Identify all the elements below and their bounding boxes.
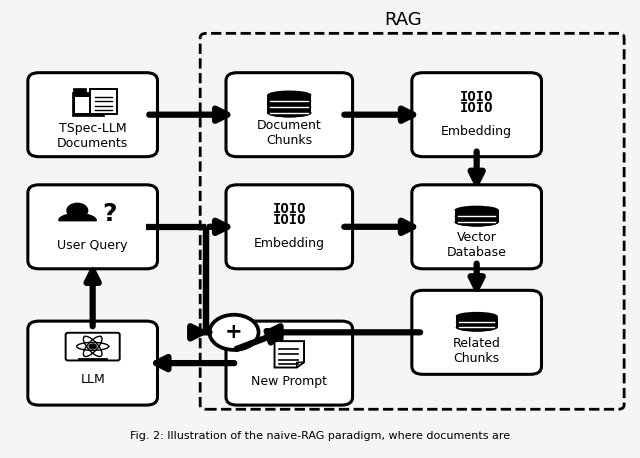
- FancyBboxPatch shape: [28, 185, 157, 269]
- FancyBboxPatch shape: [72, 92, 104, 115]
- FancyBboxPatch shape: [226, 185, 353, 269]
- FancyBboxPatch shape: [412, 73, 541, 157]
- FancyBboxPatch shape: [226, 73, 353, 157]
- Ellipse shape: [456, 317, 497, 326]
- Bar: [454, 210, 499, 216]
- Circle shape: [88, 344, 97, 349]
- Bar: [456, 322, 497, 327]
- Ellipse shape: [267, 103, 312, 111]
- Bar: [267, 101, 312, 107]
- Circle shape: [67, 202, 88, 218]
- Ellipse shape: [456, 312, 497, 320]
- Text: IOIO: IOIO: [273, 213, 306, 227]
- Ellipse shape: [454, 212, 499, 221]
- FancyBboxPatch shape: [412, 290, 541, 374]
- Ellipse shape: [454, 206, 499, 214]
- Text: +: +: [225, 322, 243, 342]
- Text: User Query: User Query: [58, 239, 128, 252]
- Text: IOIO: IOIO: [273, 202, 306, 216]
- Ellipse shape: [456, 323, 497, 332]
- Text: RAG: RAG: [384, 11, 422, 29]
- Bar: [267, 107, 312, 113]
- Bar: [267, 95, 312, 101]
- FancyBboxPatch shape: [28, 73, 157, 157]
- Text: Vector
Database: Vector Database: [447, 231, 507, 259]
- FancyBboxPatch shape: [66, 333, 120, 360]
- Ellipse shape: [454, 218, 499, 227]
- Text: Fig. 2: Illustration of the naive-RAG paradigm, where documents are: Fig. 2: Illustration of the naive-RAG pa…: [130, 431, 510, 441]
- Text: IOIO: IOIO: [460, 101, 493, 115]
- Polygon shape: [297, 362, 304, 367]
- Text: TSpec-LLM
Documents: TSpec-LLM Documents: [57, 122, 128, 150]
- Text: LLM: LLM: [80, 373, 105, 386]
- Bar: [456, 316, 497, 322]
- FancyBboxPatch shape: [73, 88, 86, 93]
- Text: Embedding: Embedding: [254, 237, 324, 250]
- Ellipse shape: [456, 323, 497, 332]
- Text: Related
Chunks: Related Chunks: [452, 337, 500, 365]
- FancyBboxPatch shape: [412, 185, 541, 269]
- Ellipse shape: [267, 97, 312, 105]
- Bar: [454, 216, 499, 222]
- Text: Document
Chunks: Document Chunks: [257, 119, 322, 147]
- Text: New Prompt: New Prompt: [252, 375, 327, 388]
- Polygon shape: [275, 341, 304, 367]
- Ellipse shape: [267, 109, 312, 117]
- Circle shape: [209, 315, 259, 350]
- Text: Embedding: Embedding: [441, 125, 512, 138]
- FancyBboxPatch shape: [90, 88, 117, 114]
- Polygon shape: [59, 213, 96, 220]
- FancyBboxPatch shape: [28, 321, 157, 405]
- Ellipse shape: [267, 109, 312, 117]
- Ellipse shape: [454, 218, 499, 227]
- Text: IOIO: IOIO: [460, 90, 493, 104]
- Ellipse shape: [267, 91, 312, 99]
- Text: ?: ?: [102, 202, 117, 226]
- FancyBboxPatch shape: [226, 321, 353, 405]
- FancyBboxPatch shape: [76, 97, 100, 113]
